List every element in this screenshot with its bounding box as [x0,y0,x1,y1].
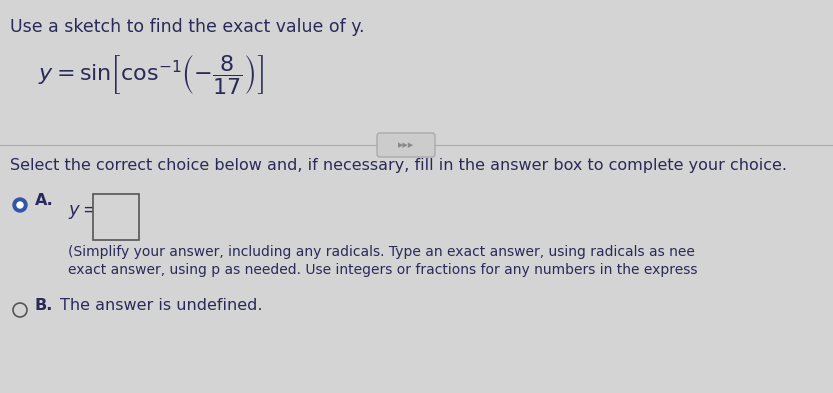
Text: $y =$: $y =$ [68,203,97,221]
Text: ▶▶▶: ▶▶▶ [398,142,414,148]
Text: Use a sketch to find the exact value of y.: Use a sketch to find the exact value of … [10,18,365,36]
Text: $y = \sin\!\left[\cos^{-1}\!\left(-\dfrac{8}{17}\right)\right]$: $y = \sin\!\left[\cos^{-1}\!\left(-\dfra… [38,53,264,97]
Text: A.: A. [35,193,54,208]
FancyBboxPatch shape [93,194,139,240]
Text: (Simplify your answer, including any radicals. Type an exact answer, using radic: (Simplify your answer, including any rad… [68,245,695,259]
FancyBboxPatch shape [377,133,435,157]
Text: B.: B. [35,298,53,313]
Text: exact answer, using p as needed. Use integers or fractions for any numbers in th: exact answer, using p as needed. Use int… [68,263,697,277]
Text: $15$: $15$ [105,206,127,223]
Text: Select the correct choice below and, if necessary, fill in the answer box to com: Select the correct choice below and, if … [10,158,787,173]
Text: The answer is undefined.: The answer is undefined. [60,298,262,313]
Circle shape [13,303,27,317]
Circle shape [17,202,23,208]
Circle shape [13,198,27,212]
Text: $17$: $17$ [105,219,127,236]
